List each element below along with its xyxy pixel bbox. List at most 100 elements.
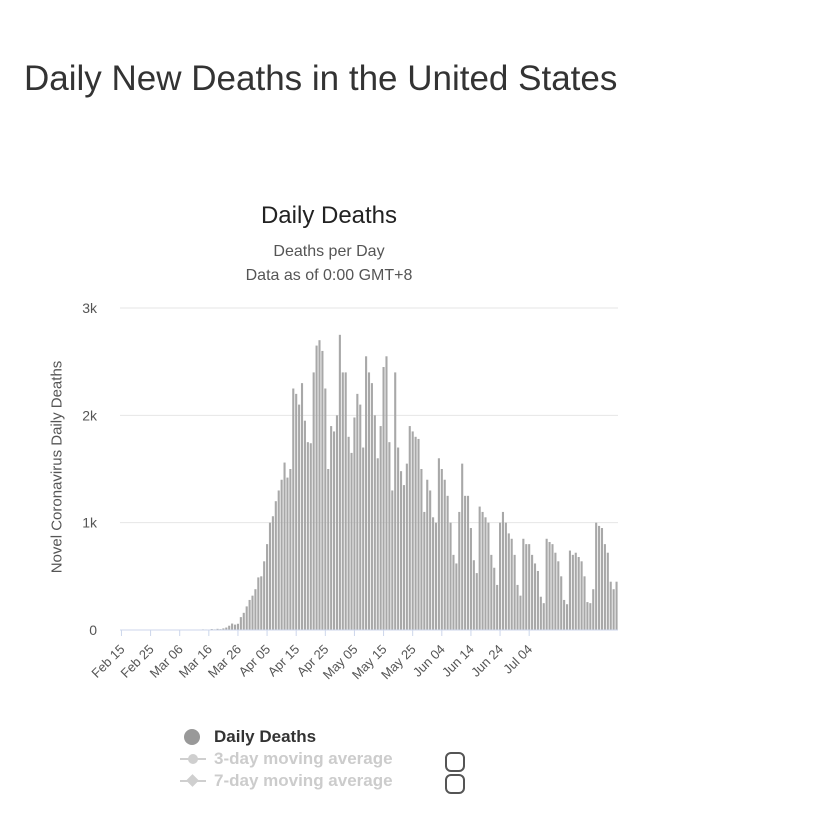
bar — [434, 522, 438, 630]
bar — [289, 469, 292, 630]
bar — [571, 554, 574, 630]
page-title: Daily New Deaths in the United States — [24, 59, 618, 98]
bar — [536, 570, 539, 630]
bar — [609, 581, 612, 630]
bar — [565, 604, 569, 630]
bar — [586, 602, 589, 630]
bar — [260, 576, 263, 630]
bar — [248, 599, 251, 630]
bar — [251, 595, 254, 630]
bar — [513, 554, 516, 630]
bar — [606, 552, 609, 630]
line-circle-marker-icon — [180, 748, 208, 770]
toggle-7-day-average-checkbox[interactable] — [445, 774, 465, 794]
bar — [580, 561, 583, 630]
chart-subtitle-data-as-of: Data as of 0:00 GMT+8 — [245, 267, 413, 284]
bar — [551, 544, 554, 630]
bar — [533, 563, 537, 630]
bar — [277, 490, 280, 630]
bar — [362, 447, 365, 630]
bar — [469, 528, 472, 630]
bar — [283, 462, 286, 630]
bar — [335, 415, 339, 630]
bar — [356, 393, 359, 630]
bar — [437, 458, 440, 630]
bar — [516, 584, 519, 630]
y-tick-label: 3k — [82, 300, 98, 316]
legend-item-daily-deaths[interactable]: Daily Deaths — [180, 726, 393, 748]
bar — [263, 561, 266, 630]
bar — [429, 490, 432, 630]
legend: Daily Deaths 3-day moving average 7-day … — [180, 726, 393, 792]
bar — [373, 415, 376, 630]
bar — [347, 436, 350, 630]
toggle-3-day-average-checkbox[interactable] — [445, 752, 465, 772]
bar — [216, 628, 219, 630]
bar — [324, 388, 327, 630]
bar — [344, 372, 347, 630]
bar — [266, 544, 269, 630]
bar — [545, 538, 548, 630]
bar — [353, 417, 356, 630]
bar — [577, 557, 580, 630]
bar — [583, 576, 586, 630]
bar — [554, 552, 557, 630]
bar — [397, 447, 400, 630]
bar — [327, 469, 330, 630]
legend-item-7-day-moving-average[interactable]: 7-day moving average — [180, 770, 393, 792]
bar — [600, 528, 604, 630]
bar — [321, 350, 324, 630]
bar — [499, 522, 502, 630]
bar — [501, 511, 505, 630]
bar — [370, 383, 373, 630]
bar — [350, 452, 353, 630]
bar — [338, 334, 341, 630]
bar — [402, 485, 405, 630]
bar — [595, 522, 598, 630]
x-tick-label: Apr 05 — [235, 642, 273, 680]
bar — [254, 589, 257, 630]
legend-item-3-day-moving-average[interactable]: 3-day moving average — [180, 748, 393, 770]
bar — [405, 463, 408, 630]
legend-label-3-day-moving-average: 3-day moving average — [214, 749, 393, 768]
y-tick-label: 1k — [82, 515, 98, 531]
bar — [539, 596, 542, 630]
bar — [318, 340, 321, 630]
bar — [228, 625, 231, 630]
bar — [496, 584, 499, 630]
chart-subtitle-deaths-per-day: Deaths per Day — [273, 243, 385, 260]
bar — [423, 511, 426, 630]
y-axis-ticks: 0 1k 2k 3k — [82, 300, 98, 638]
bar — [464, 495, 467, 630]
bar — [274, 501, 277, 630]
y-tick-label: 2k — [82, 407, 98, 423]
bar — [286, 477, 289, 630]
bar — [300, 383, 304, 630]
bar — [298, 404, 301, 630]
bar — [525, 544, 528, 630]
bar — [417, 438, 420, 630]
bar — [612, 589, 615, 630]
bar — [507, 533, 510, 630]
bar — [303, 420, 306, 630]
bar — [592, 589, 595, 630]
bar — [271, 516, 274, 630]
bar — [330, 426, 333, 630]
bar — [443, 479, 446, 630]
bar — [367, 372, 371, 630]
bar — [333, 431, 336, 630]
bar — [222, 628, 225, 630]
bar — [560, 576, 563, 630]
bar — [411, 431, 414, 630]
bar — [341, 372, 344, 630]
bar — [531, 554, 534, 630]
legend-label-7-day-moving-average: 7-day moving average — [214, 771, 393, 790]
bar — [391, 490, 394, 630]
bar — [563, 599, 566, 630]
bar — [490, 554, 493, 630]
bar — [574, 552, 577, 630]
x-tick-label: Jul 04 — [500, 642, 535, 677]
bar — [472, 560, 475, 630]
x-tick-label: Mar 26 — [205, 642, 244, 681]
bar — [382, 367, 385, 630]
